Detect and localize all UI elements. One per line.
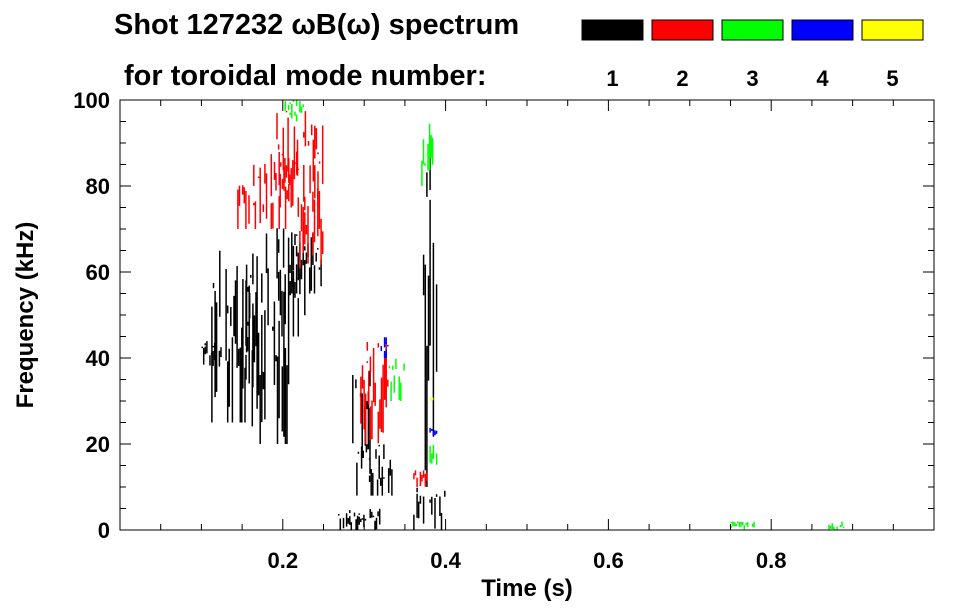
legend-label-mode-3: 3 [746, 66, 758, 91]
legend-label-mode-5: 5 [886, 66, 898, 91]
spectrum-region-mode-3 [284, 100, 304, 122]
spectrum-region-mode-3 [429, 445, 438, 465]
y-tick-label: 100 [73, 88, 110, 113]
spectrum-region-mode-2 [360, 342, 389, 444]
legend-swatch-mode-1 [581, 19, 644, 41]
spectrum-region-mode-2 [299, 188, 324, 269]
legend-swatch-mode-5 [861, 19, 924, 41]
y-tick-label: 80 [86, 174, 110, 199]
x-tick-label: 0.8 [756, 548, 787, 573]
spectrum-region-mode-1 [422, 145, 438, 487]
chart-subtitle: for toroidal mode number: [124, 60, 487, 92]
y-tick-label: 40 [86, 346, 110, 371]
legend: 1 2 3 4 5 [581, 19, 924, 91]
spectrum-region-mode-1 [337, 508, 381, 530]
spectrum-region-mode-3 [828, 521, 845, 530]
spectrum-region-mode-2 [413, 470, 428, 487]
spectrum-region-mode-1 [413, 487, 446, 530]
spectrum-region-mode-3 [730, 521, 755, 530]
spectrum-region-mode-5 [429, 397, 434, 401]
spectrum-region-mode-3 [421, 123, 434, 186]
axis-ticks: 0.2 0.4 0.6 0.8 0 20 40 60 80 100 [73, 88, 934, 573]
plot-frame [119, 99, 935, 531]
series-mode-5 [429, 397, 434, 401]
legend-label-mode-2: 2 [676, 66, 688, 91]
spectrum-region-mode-1 [356, 444, 393, 496]
y-tick-label: 20 [86, 432, 110, 457]
spectrum-data [201, 100, 845, 530]
legend-swatch-mode-2 [651, 19, 714, 41]
y-tick-label: 0 [98, 518, 110, 543]
spectrum-region-mode-4 [380, 337, 389, 358]
spectrum-region-mode-2 [276, 110, 324, 208]
series-mode-4 [380, 337, 438, 436]
series-mode-3 [284, 100, 845, 530]
spectrum-region-mode-1 [291, 233, 322, 294]
spectrum-region-mode-2 [237, 151, 300, 229]
y-tick-label: 60 [86, 260, 110, 285]
legend-swatch-mode-4 [791, 19, 854, 41]
spectrum-region-mode-1 [242, 233, 291, 444]
y-axis-label: Frequency (kHz) [12, 222, 39, 409]
legend-label-mode-4: 4 [816, 66, 829, 91]
x-tick-label: 0.6 [593, 548, 624, 573]
legend-swatch-mode-3 [721, 19, 784, 41]
chart-title: Shot 127232 ωB(ω) spectrum [114, 9, 519, 41]
spectrum-region-mode-4 [429, 427, 438, 436]
spectrum-region-mode-3 [388, 358, 405, 401]
x-tick-label: 0.2 [268, 548, 299, 573]
x-axis-label: Time (s) [481, 575, 573, 602]
series-mode-2 [237, 110, 428, 487]
legend-label-mode-1: 1 [606, 66, 618, 91]
x-tick-label: 0.4 [430, 548, 461, 573]
